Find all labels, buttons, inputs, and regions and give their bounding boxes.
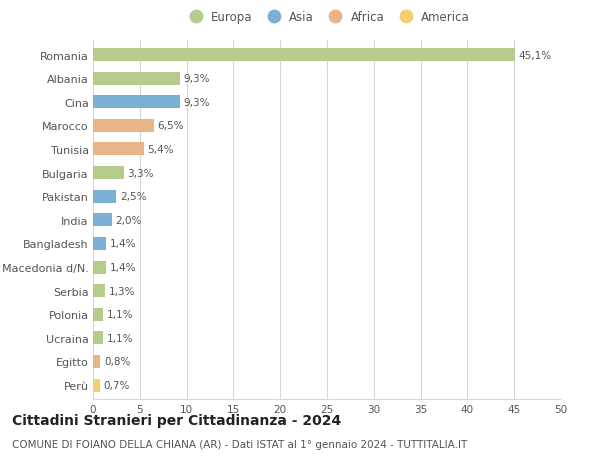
Bar [93,190,116,203]
Text: 1,4%: 1,4% [110,239,136,249]
Bar [93,285,105,297]
Bar [93,331,103,345]
Text: 45,1%: 45,1% [519,50,552,61]
Bar [93,237,106,250]
Text: 0,8%: 0,8% [104,357,131,367]
Text: 9,3%: 9,3% [184,98,210,107]
Bar [93,355,100,368]
Legend: Europa, Asia, Africa, America: Europa, Asia, Africa, America [184,11,470,24]
Text: 1,4%: 1,4% [110,263,136,273]
Text: 9,3%: 9,3% [184,74,210,84]
Bar [93,73,180,85]
Text: 0,7%: 0,7% [103,380,130,390]
Bar [93,379,100,392]
Bar [93,167,124,179]
Text: 1,1%: 1,1% [107,309,134,319]
Text: 6,5%: 6,5% [158,121,184,131]
Text: 2,5%: 2,5% [120,192,146,202]
Bar [93,143,143,156]
Bar [93,120,154,133]
Text: Cittadini Stranieri per Cittadinanza - 2024: Cittadini Stranieri per Cittadinanza - 2… [12,414,341,428]
Bar [93,214,112,227]
Text: 3,3%: 3,3% [128,168,154,178]
Text: 5,4%: 5,4% [147,145,174,155]
Bar [93,261,106,274]
Bar [93,96,180,109]
Text: 1,3%: 1,3% [109,286,136,296]
Text: COMUNE DI FOIANO DELLA CHIANA (AR) - Dati ISTAT al 1° gennaio 2024 - TUTTITALIA.: COMUNE DI FOIANO DELLA CHIANA (AR) - Dat… [12,440,467,449]
Text: 2,0%: 2,0% [115,215,142,225]
Bar [93,49,515,62]
Text: 1,1%: 1,1% [107,333,134,343]
Bar [93,308,103,321]
